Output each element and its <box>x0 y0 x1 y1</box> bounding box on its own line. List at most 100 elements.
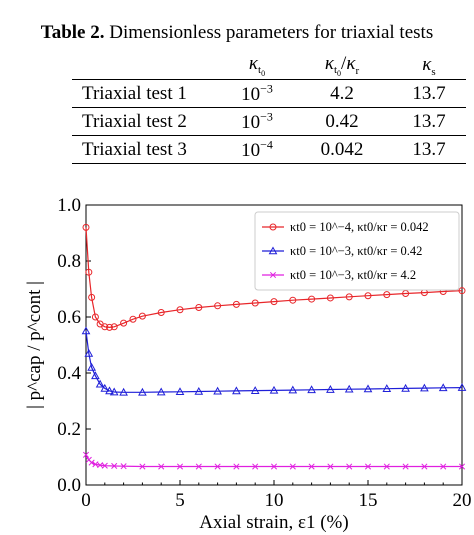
data-point <box>252 463 259 470</box>
data-point <box>213 386 222 395</box>
data-point <box>402 463 409 470</box>
data-point <box>401 383 410 392</box>
legend-label: κt0 = 10^−3, κt0/κr = 0.42 <box>290 244 422 258</box>
table-cell: 0.042 <box>320 138 364 160</box>
data-point <box>157 309 165 317</box>
data-point <box>458 463 466 470</box>
data-point <box>85 268 93 276</box>
data-point <box>307 385 316 394</box>
data-point <box>232 300 240 308</box>
data-point <box>345 293 353 301</box>
data-series <box>81 326 467 396</box>
data-point <box>138 387 147 396</box>
table-cell: 10−3 <box>241 109 273 133</box>
data-point <box>82 451 90 458</box>
series-line <box>85 330 463 393</box>
table-row-label: Triaxial test 2 <box>82 110 187 132</box>
table-header-blank <box>72 52 222 80</box>
legend-box <box>254 211 460 291</box>
data-point <box>91 371 100 380</box>
data-point <box>289 296 297 304</box>
table-cell: 10−4 <box>241 137 273 161</box>
data-point <box>120 319 128 327</box>
x-tick-label: 10 <box>265 490 284 511</box>
data-series <box>82 451 466 470</box>
data-point <box>109 387 119 396</box>
data-point <box>195 463 202 470</box>
table-row: Triaxial test 1 10−3 4.2 13.7 <box>72 80 466 108</box>
data-point <box>101 462 108 469</box>
data-point <box>87 362 96 371</box>
data-point <box>111 462 118 470</box>
data-point <box>214 463 221 470</box>
y-axis-label: | p^cap / p^cont | <box>24 281 45 409</box>
data-point <box>440 463 447 470</box>
data-point <box>91 313 99 321</box>
data-point <box>289 463 296 470</box>
series-line <box>85 454 462 468</box>
table-row: Triaxial test 2 10−3 0.42 13.7 <box>72 108 466 136</box>
data-point <box>308 463 315 470</box>
x-tick-label: 5 <box>175 490 185 511</box>
data-point <box>270 298 278 306</box>
table-caption: Table 2. Dimensionless parameters for tr… <box>0 22 474 44</box>
data-point <box>251 299 259 307</box>
data-point <box>438 383 448 392</box>
data-point <box>269 271 277 279</box>
data-point <box>420 383 429 392</box>
data-point <box>105 386 114 395</box>
data-point <box>326 294 334 302</box>
data-point <box>308 295 316 303</box>
data-point <box>81 326 91 335</box>
data-point <box>129 315 137 323</box>
chart-series <box>81 223 467 470</box>
y-tick-label: 0.0 <box>57 475 81 496</box>
data-point <box>458 287 466 295</box>
data-point <box>88 293 96 301</box>
data-point <box>327 463 334 470</box>
data-point <box>120 463 127 470</box>
table-header-ratio: κt0/κr <box>324 52 360 79</box>
y-tick-label: 1.0 <box>57 195 81 216</box>
legend-label: κt0 = 10^−3, κt0/κr = 4.2 <box>290 268 416 282</box>
data-point <box>139 463 146 470</box>
data-point <box>138 312 146 320</box>
data-point <box>344 384 354 393</box>
data-point <box>82 223 90 231</box>
strain-chart: 0 5 10 15 20 0.0 0.2 0.4 0.6 0.8 1.0 Axial strain, … <box>24 195 472 533</box>
data-point <box>214 302 222 310</box>
data-point <box>101 323 109 331</box>
y-tick-label: 0.4 <box>57 363 81 384</box>
table-row: Triaxial test 3 10−4 0.042 13.7 <box>72 136 466 164</box>
chart-legend: κt0 = 10^−4, κt0/κr = 0.042 κt0 = 10^−3, … <box>254 211 460 291</box>
table-cell: 13.7 <box>412 110 446 132</box>
table-body: Triaxial test 1 10−3 4.2 13.7 Triaxial test … <box>72 80 466 164</box>
data-point <box>232 386 241 395</box>
data-point <box>269 223 277 231</box>
table-cell: 13.7 <box>412 138 446 160</box>
table-cell: 10−3 <box>241 81 273 105</box>
table-header-kt0: κt0 <box>248 52 266 79</box>
chart-axes: 0 5 10 15 20 0.0 0.2 0.4 0.6 0.8 1.0 Axial strain, … <box>24 195 472 533</box>
table-cell: 0.42 <box>325 110 359 132</box>
data-point <box>84 348 94 357</box>
data-point <box>383 291 391 299</box>
table-header-ks: κs <box>422 53 436 78</box>
data-point <box>106 323 113 331</box>
data-point <box>364 292 372 300</box>
table-cell: 4.2 <box>330 82 354 104</box>
data-point <box>119 387 128 396</box>
table-caption-text: Dimensionless parameters for triaxial te… <box>109 22 434 43</box>
data-point <box>270 463 278 470</box>
data-point <box>288 385 298 394</box>
data-point <box>383 463 390 470</box>
data-series <box>82 223 466 331</box>
table-header-row: κt0 κt0/κr κs <box>72 52 466 80</box>
data-point <box>346 463 353 470</box>
table-row-label: Triaxial test 3 <box>82 138 187 160</box>
data-point <box>92 461 99 468</box>
data-point <box>175 387 185 396</box>
data-point <box>158 463 165 470</box>
data-point <box>268 246 278 255</box>
data-point <box>326 384 335 393</box>
